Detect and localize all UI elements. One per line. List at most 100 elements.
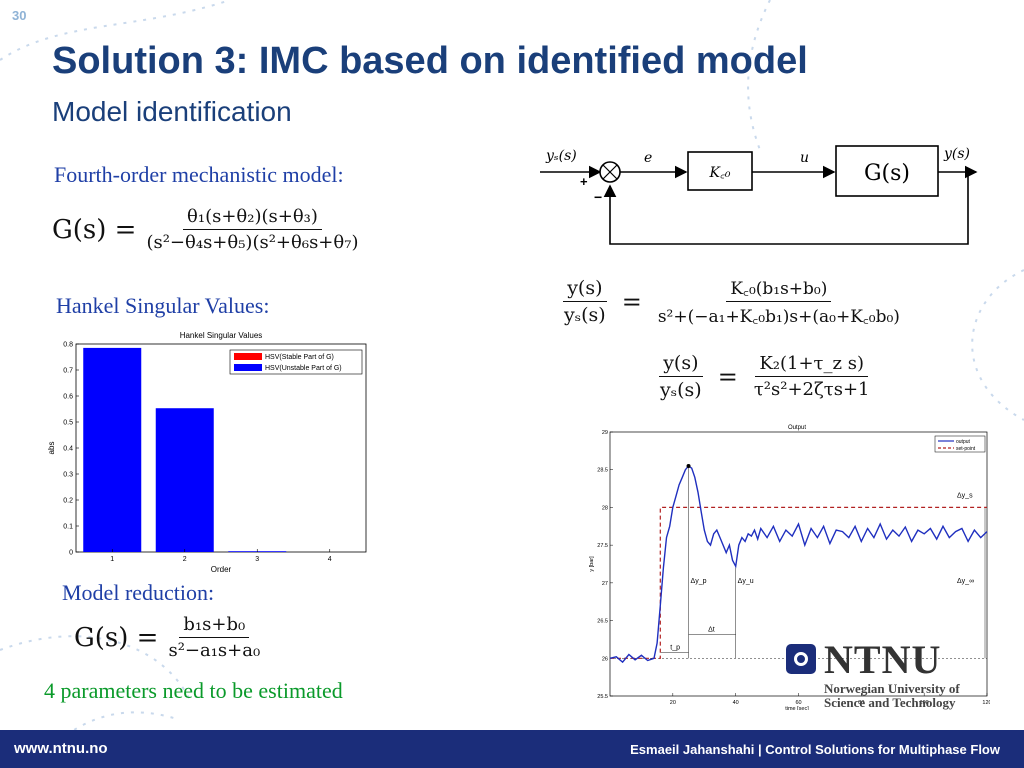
legend-swatch-stable — [234, 353, 262, 360]
legend-label-stable: HSV(Stable Part of G) — [265, 354, 334, 361]
chart-legend: HSV(Stable Part of G) HSV(Unstable Part … — [229, 349, 363, 375]
y-tick-label: 0.2 — [63, 498, 73, 505]
legend-label-setpoint: set-point — [956, 446, 976, 452]
legend-label-unstable: HSV(Unstable Part of G) — [265, 365, 342, 372]
plant-label: G(s) — [864, 161, 910, 186]
x-tick-label: 20 — [670, 700, 676, 706]
equation-lhs: G(s) = — [52, 214, 137, 245]
slide-subtitle: Model identification — [52, 96, 292, 127]
y-tick-label: 0.8 — [63, 342, 73, 349]
plant-block — [835, 145, 939, 197]
y-tick-label: 26.5 — [597, 619, 608, 625]
y-axis-label: abs — [47, 442, 56, 455]
parameters-note: 4 parameters need to be estimated — [44, 678, 343, 703]
legend-swatch-unstable — [234, 364, 262, 371]
y-tick-label: 28 — [602, 505, 608, 511]
x-tick-label: 80 — [858, 700, 864, 706]
ntnu-subtitle-line-1: Norwegian University of — [824, 681, 960, 696]
equation-denominator: (s²−θ₄s+θ₅)(s²+θ₆s+θ₇) — [146, 232, 359, 253]
peak-marker — [686, 463, 691, 468]
output-signal-label: y(s) — [943, 146, 970, 162]
bar — [83, 347, 142, 552]
x-axis-label: time [sec] — [785, 706, 809, 710]
controller-block — [687, 151, 753, 191]
y-tick-label: 29 — [602, 430, 608, 436]
equation-lhs-denominator: yₛ(s) — [660, 379, 702, 401]
control-signal-label: u — [800, 150, 809, 166]
equals-sign: = — [717, 362, 738, 391]
equation-rhs-denominator: s²+(−a₁+K꜀₀b₁)s+(a₀+K꜀₀b₀) — [657, 307, 900, 327]
equation-lhs-numerator: y(s) — [659, 352, 703, 377]
setpoint-signal-label: yₛ(s) — [545, 148, 577, 164]
setpoint-line — [610, 506, 987, 659]
hankel-label: Hankel Singular Values: — [56, 293, 270, 318]
reduced-model-equation: G(s) = b₁s+b₀ s²−a₁s+a₀ — [74, 614, 270, 661]
y-tick-label: 0.1 — [63, 524, 73, 531]
y-tick-label: 25.5 — [597, 694, 608, 700]
slide-number: 30 — [12, 8, 27, 23]
x-tick-label: 100 — [920, 700, 929, 706]
annotation-label: Δy_p — [691, 578, 707, 585]
ntnu-subtitle-line-2: Science and Technology — [824, 695, 956, 710]
ntnu-logo-mark — [786, 644, 816, 674]
bar — [155, 408, 214, 552]
y-tick-label: 0.5 — [63, 420, 73, 427]
annotation-label: Δy_u — [738, 578, 754, 585]
controller-label: K꜀₀ — [709, 165, 731, 181]
output-response-chart: Output 25.5 26 26.5 27 27.5 28 28.5 29 20 40 60 80… — [580, 420, 990, 710]
fourth-order-equation: G(s) = θ₁(s+θ₂)(s+θ₃) (s²−θ₄s+θ₅)(s²+θ₆s… — [52, 206, 368, 253]
equation-rhs-numerator: K₂(1+τ_z s) — [755, 353, 868, 377]
closed-loop-equation: y(s) yₛ(s) = K꜀₀(b₁s+b₀) s²+(−a₁+K꜀₀b₁)s… — [554, 276, 910, 327]
equation-numerator: b₁s+b₀ — [179, 614, 250, 638]
footer-url-link[interactable]: www.ntnu.no — [14, 740, 108, 757]
output-line — [609, 464, 988, 664]
x-tick-label: 3 — [255, 556, 259, 563]
y-tick-label: 0.3 — [63, 472, 73, 479]
error-signal-label: e — [644, 150, 652, 166]
minus-sign: − — [594, 189, 602, 205]
y-tick-label: 26 — [602, 656, 608, 662]
mechanistic-model-label: Fourth-order mechanistic model: — [54, 162, 344, 187]
annotation-label: t_p — [670, 644, 680, 651]
ntnu-logo-subtitle: Norwegian University of Science and Tech… — [824, 682, 960, 710]
x-tick-label: 2 — [183, 556, 187, 563]
y-tick-label: 27 — [602, 581, 608, 587]
x-tick-label: 40 — [733, 700, 739, 706]
equation-numerator: θ₁(s+θ₂)(s+θ₃) — [183, 206, 322, 230]
chart-title: Output — [788, 425, 806, 431]
y-tick-label: 27.5 — [597, 543, 608, 549]
hankel-singular-values-chart: Hankel Singular Values 0 0.1 0.2 0.3 0.4 0.5 0… — [44, 326, 370, 578]
annotation-label: Δy_∞ — [957, 578, 974, 585]
annotation-label: Δy_s — [957, 492, 973, 499]
equation-lhs-numerator: y(s) — [563, 277, 607, 302]
second-order-equation: y(s) yₛ(s) = K₂(1+τ_z s) τ²s²+2ζτs+1 — [650, 352, 879, 401]
equation-denominator: s²−a₁s+a₀ — [168, 640, 261, 661]
legend-label-output: output — [956, 439, 971, 445]
equation-lhs-denominator: yₛ(s) — [564, 304, 606, 326]
y-tick-label: 0.7 — [63, 368, 73, 375]
equation-rhs-denominator: τ²s²+2ζτs+1 — [753, 379, 870, 400]
x-tick-label: 120 — [982, 700, 990, 706]
equation-rhs-numerator: K꜀₀(b₁s+b₀) — [726, 276, 832, 302]
chart-legend: output set-point — [934, 435, 986, 453]
model-reduction-label: Model reduction: — [62, 580, 215, 605]
y-axis-label: y [bar] — [589, 556, 595, 572]
y-tick-label: 0.6 — [63, 394, 73, 401]
x-tick-label: 4 — [328, 556, 332, 563]
equals-sign: = — [621, 287, 642, 316]
y-tick-label: 0.4 — [63, 446, 73, 453]
y-tick-label: 0 — [69, 550, 73, 557]
x-tick-label: 60 — [795, 700, 801, 706]
annotation-label: Δt — [708, 626, 715, 633]
x-tick-label: 1 — [110, 556, 114, 563]
y-tick-label: 28.5 — [597, 468, 608, 474]
slide-title: Solution 3: IMC based on identified mode… — [52, 40, 808, 82]
footer-bar — [0, 730, 1024, 768]
feedback-block-diagram: yₛ(s) + − e K꜀₀ u G(s) y(s) — [540, 145, 978, 245]
ntnu-logo-text: NTNU — [824, 637, 942, 682]
plus-sign: + — [580, 174, 588, 189]
x-axis-label: Order — [211, 565, 232, 574]
equation-lhs: G(s) = — [74, 622, 159, 653]
chart-title: Hankel Singular Values — [180, 331, 263, 340]
footer-author-title: Esmaeil Jahanshahi | Control Solutions f… — [630, 742, 1000, 757]
